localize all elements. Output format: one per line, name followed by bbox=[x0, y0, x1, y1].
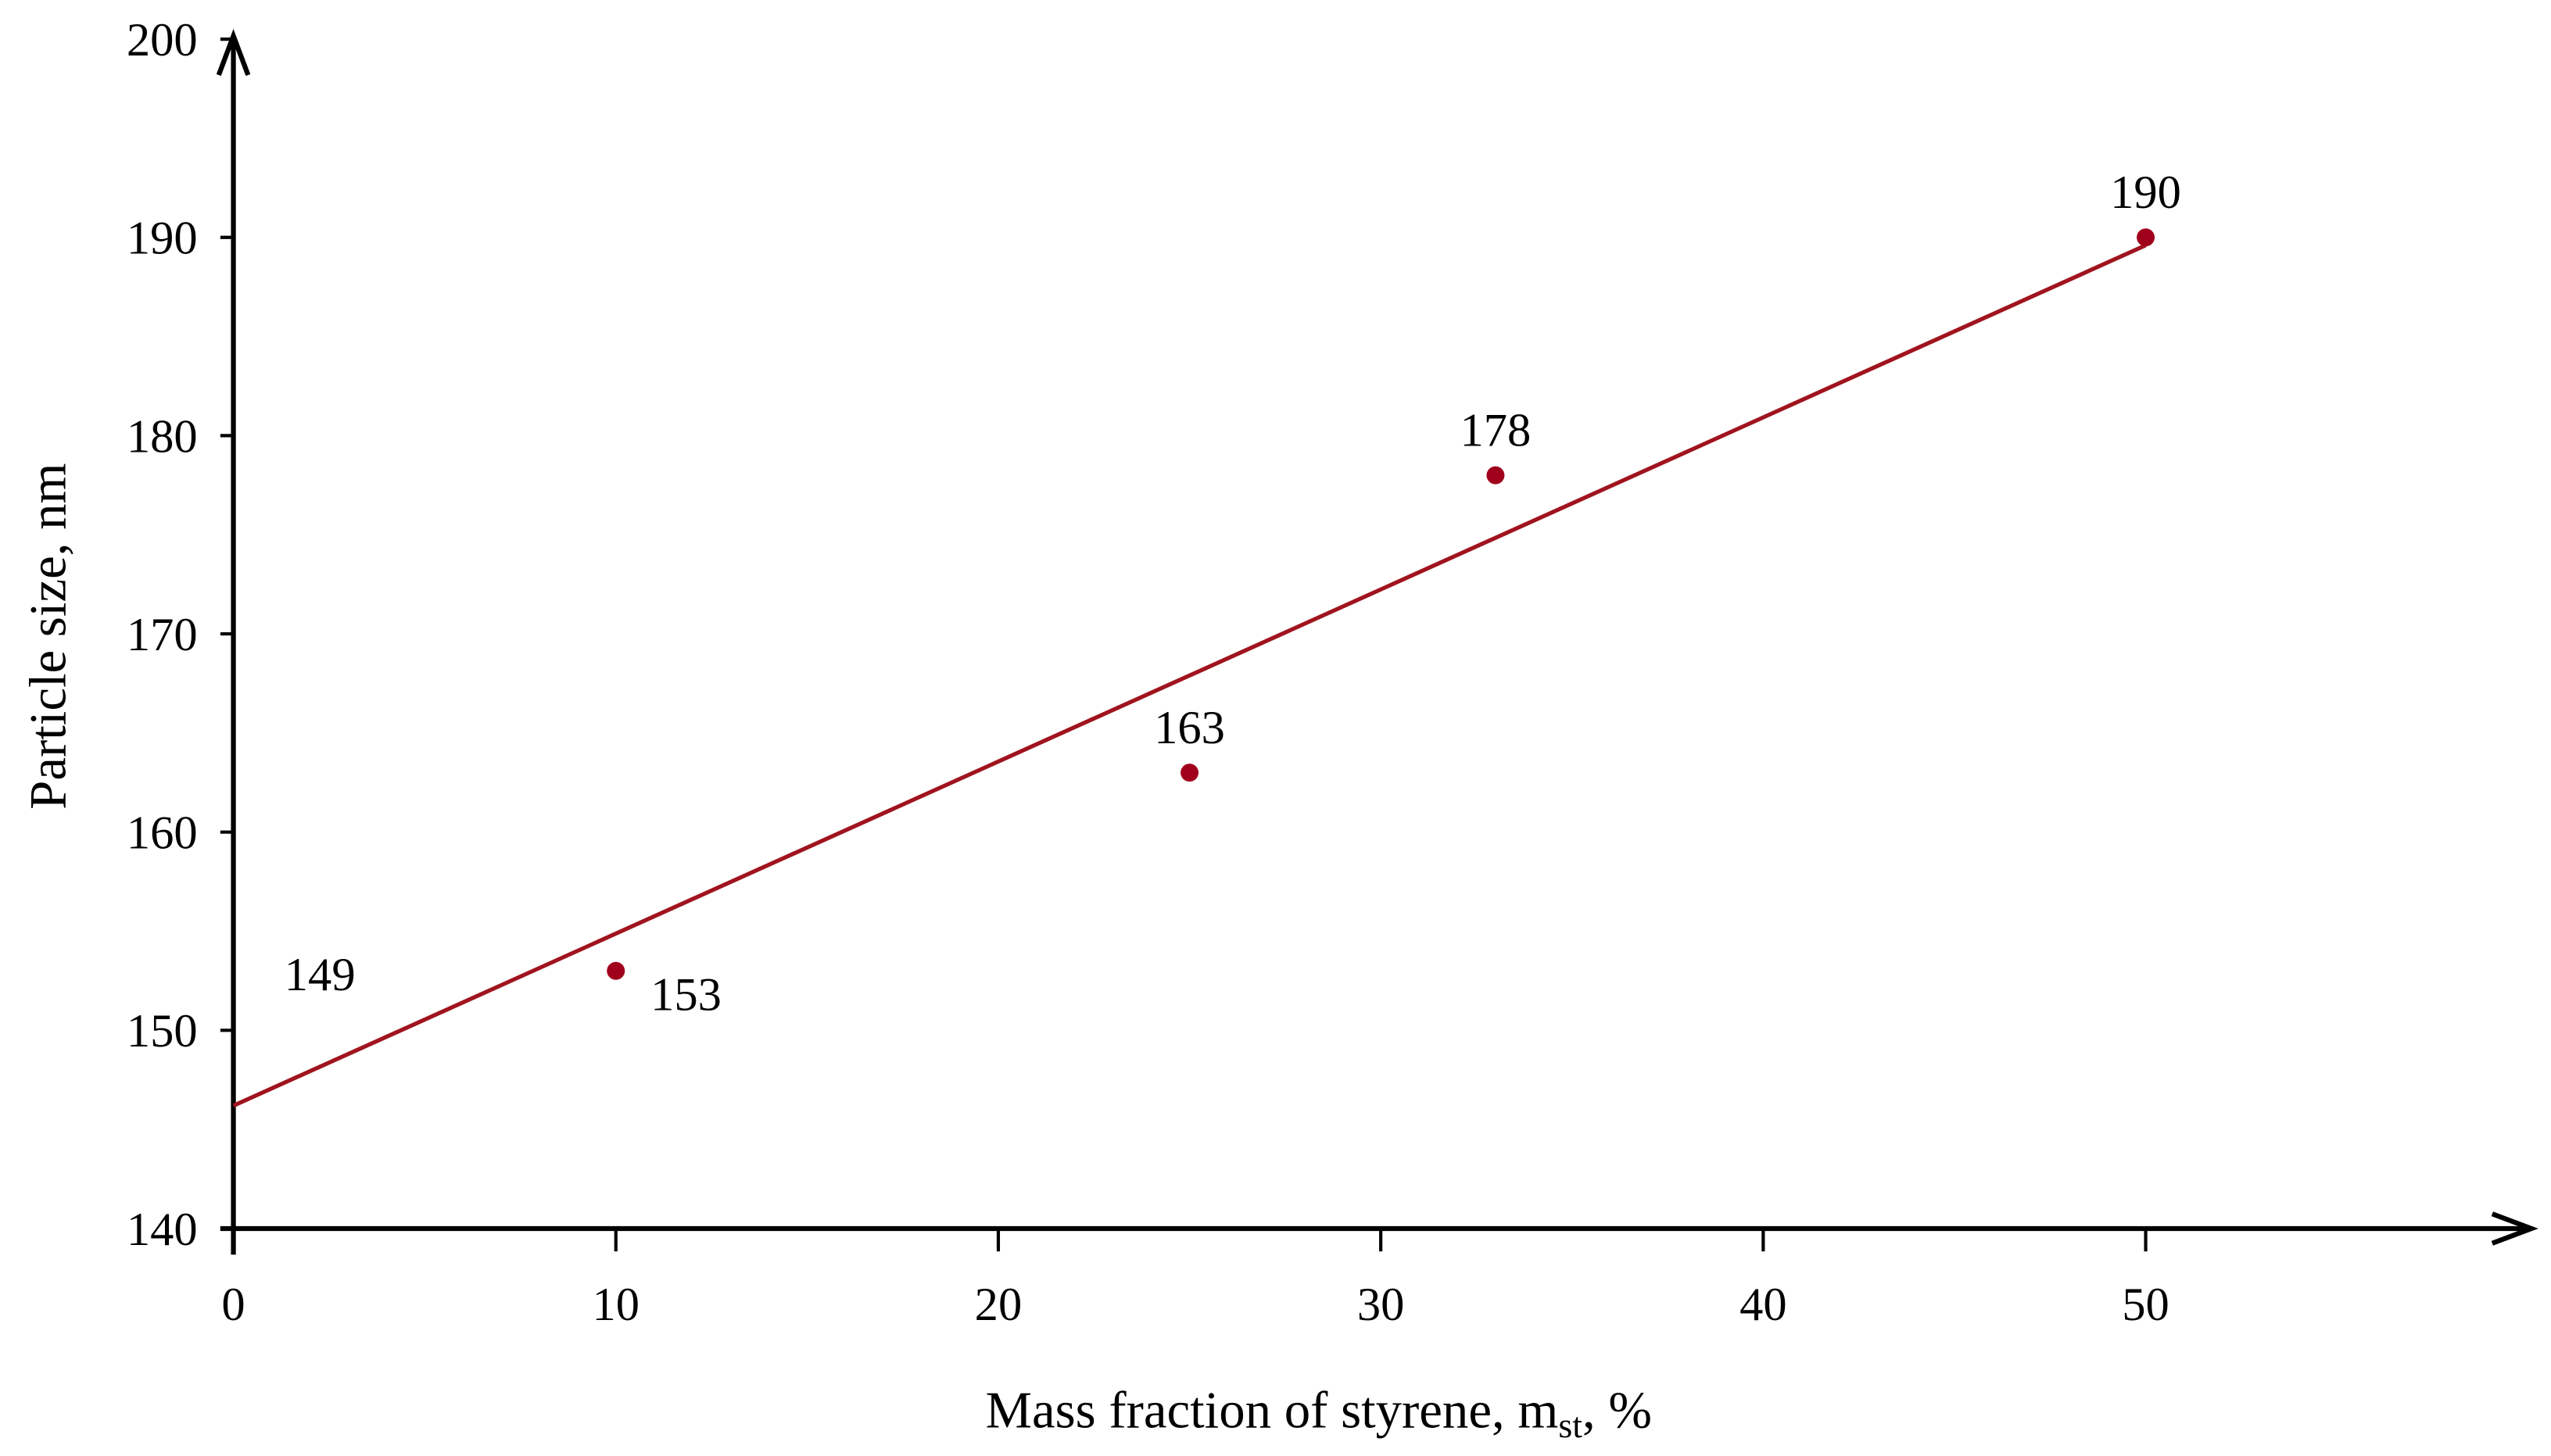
y-tick-label: 180 bbox=[127, 410, 198, 463]
x-tick-label: 30 bbox=[1357, 1279, 1405, 1331]
x-axis-label-unit: , % bbox=[1582, 1382, 1652, 1440]
data-point bbox=[1181, 764, 1199, 782]
value-label: 163 bbox=[1154, 702, 1225, 754]
x-axis-label-subscript: st bbox=[1558, 1405, 1582, 1445]
x-tick-label: 40 bbox=[1739, 1279, 1787, 1331]
trend-line bbox=[232, 243, 2147, 1108]
x-tick-label: 50 bbox=[2122, 1279, 2169, 1331]
data-point bbox=[607, 961, 625, 980]
y-tick-label: 150 bbox=[127, 1005, 198, 1057]
y-tick-label: 200 bbox=[127, 14, 198, 66]
annotation: 149 bbox=[285, 949, 356, 1001]
x-tick-label: 0 bbox=[221, 1279, 245, 1331]
y-tick-label: 190 bbox=[127, 213, 198, 265]
y-tick-label: 140 bbox=[127, 1204, 198, 1256]
x-axis-label: Mass fraction of styrene, mst, % bbox=[986, 1382, 1652, 1446]
value-label: 190 bbox=[2110, 166, 2181, 219]
value-label: 178 bbox=[1460, 405, 1532, 457]
data-point bbox=[1486, 466, 1505, 485]
y-tick-label: 170 bbox=[127, 609, 198, 661]
y-axis-arrow bbox=[216, 29, 251, 77]
value-label: 153 bbox=[650, 968, 722, 1021]
data-point bbox=[2137, 228, 2155, 247]
y-tick-label: 160 bbox=[127, 807, 198, 860]
x-tick-label: 20 bbox=[975, 1279, 1023, 1331]
x-tick-label: 10 bbox=[592, 1279, 640, 1331]
x-axis-arrow bbox=[2491, 1211, 2538, 1246]
y-axis-label: Particle size, nm bbox=[20, 463, 77, 810]
x-axis-label-text: Mass fraction of styrene, m bbox=[986, 1382, 1559, 1440]
